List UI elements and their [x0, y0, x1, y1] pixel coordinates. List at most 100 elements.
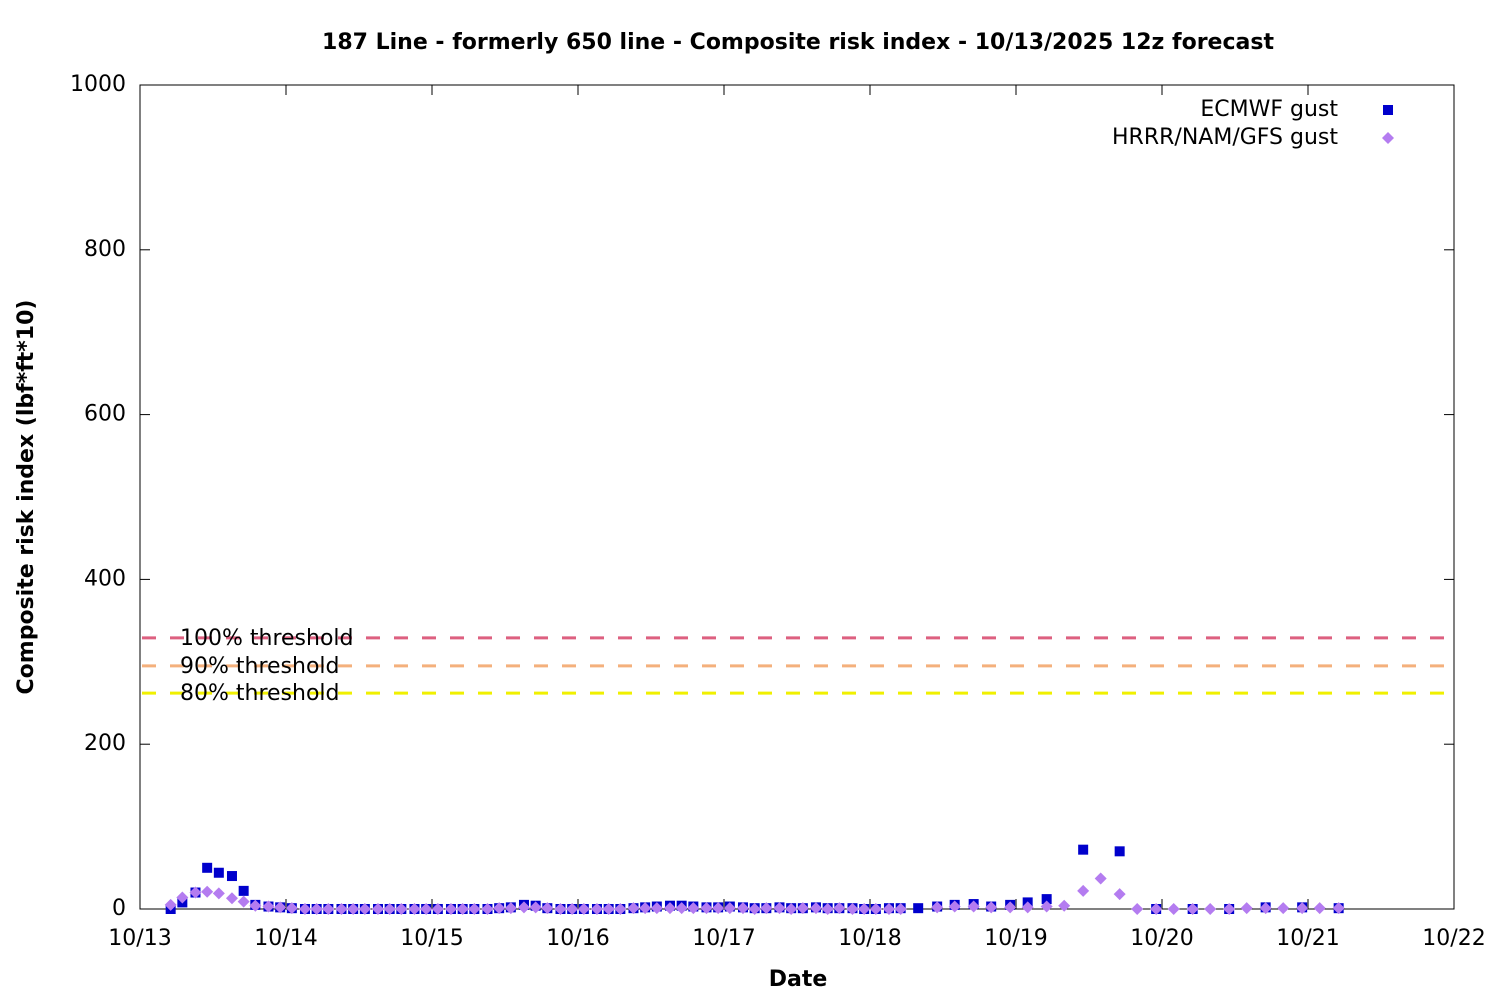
x-tick-label: 10/21 [1276, 926, 1339, 951]
data-point [274, 901, 287, 914]
x-tick-label: 10/15 [400, 926, 463, 951]
x-tick-label: 10/20 [1130, 926, 1193, 951]
data-point [213, 867, 224, 878]
data-point [238, 885, 249, 896]
y-tick-label: 0 [112, 896, 126, 921]
x-tick-label: 10/18 [838, 926, 901, 951]
threshold-label: 90% threshold [180, 654, 340, 679]
data-point [858, 903, 871, 915]
data-point [627, 902, 640, 915]
x-tick-label: 10/14 [254, 926, 317, 951]
data-point [237, 895, 250, 908]
y-axis-label: Composite risk index (lbf*ft*10) [14, 300, 39, 695]
data-point [931, 901, 944, 914]
data-point [675, 902, 688, 915]
chart-title: 187 Line - formerly 650 line - Composite… [322, 30, 1274, 55]
data-point [773, 902, 786, 915]
data-point [298, 903, 311, 915]
data-point [869, 903, 882, 915]
data-point [395, 903, 408, 915]
data-point [712, 902, 725, 915]
data-point [1332, 902, 1345, 915]
y-tick-label: 200 [84, 731, 126, 756]
legend-marker [1382, 132, 1394, 144]
x-tick-label: 10/19 [984, 926, 1047, 951]
legend-marker [1383, 105, 1393, 115]
data-point [249, 899, 262, 912]
data-point [833, 902, 846, 915]
data-point [1077, 884, 1090, 897]
data-point [821, 903, 834, 915]
x-axis-label: Date [769, 967, 828, 992]
data-point [554, 903, 567, 915]
data-point [164, 898, 177, 911]
data-point [481, 903, 494, 915]
data-point [1058, 899, 1071, 912]
data-point [948, 900, 961, 913]
y-tick-label: 400 [84, 566, 126, 591]
data-point [444, 903, 457, 915]
data-point [1277, 902, 1290, 915]
data-point [1150, 903, 1163, 915]
data-point [408, 903, 421, 915]
data-point [212, 887, 225, 900]
data-point [1131, 903, 1144, 915]
data-point [614, 903, 627, 915]
data-point [894, 903, 907, 915]
data-point [493, 902, 506, 915]
data-point [809, 902, 822, 915]
data-point [1094, 872, 1107, 885]
data-point [176, 891, 189, 904]
data-point [785, 903, 798, 915]
legend-label: ECMWF gust [1200, 97, 1338, 122]
data-point [882, 903, 895, 915]
data-point [262, 900, 275, 913]
data-point [590, 903, 603, 915]
data-point [529, 901, 542, 914]
data-point [577, 903, 590, 915]
data-point [201, 885, 214, 898]
data-point [1296, 902, 1309, 915]
data-point [913, 903, 924, 914]
data-point [358, 903, 371, 915]
threshold-label: 100% threshold [180, 626, 354, 651]
data-point [517, 901, 530, 914]
data-point [602, 903, 615, 915]
x-tick-label: 10/22 [1422, 926, 1485, 951]
data-point [700, 902, 713, 915]
data-point [687, 902, 700, 915]
data-point [371, 903, 384, 915]
data-point [1114, 846, 1125, 857]
data-point [383, 903, 396, 915]
data-point [226, 871, 237, 882]
data-point [468, 903, 481, 915]
data-point [541, 902, 554, 915]
data-point [347, 903, 360, 915]
y-tick-label: 1000 [70, 72, 126, 97]
data-point [1186, 903, 1199, 915]
data-point [1259, 902, 1272, 915]
data-point [225, 892, 238, 905]
data-point [1040, 900, 1053, 913]
data-point [1113, 888, 1126, 901]
data-point [335, 903, 348, 915]
data-point [796, 902, 809, 915]
data-point [1167, 903, 1180, 915]
data-point [1313, 902, 1326, 915]
data-point [1041, 894, 1052, 905]
data-point [650, 902, 663, 915]
data-point [285, 902, 298, 915]
data-point [1223, 903, 1236, 915]
data-point [566, 903, 579, 915]
y-tick-label: 600 [84, 402, 126, 427]
data-point [985, 901, 998, 914]
x-tick-label: 10/13 [108, 926, 171, 951]
data-point [420, 903, 433, 915]
y-tick-label: 800 [84, 237, 126, 262]
data-point [322, 903, 335, 915]
data-point [846, 903, 859, 915]
x-tick-label: 10/16 [546, 926, 609, 951]
data-point [639, 902, 652, 915]
